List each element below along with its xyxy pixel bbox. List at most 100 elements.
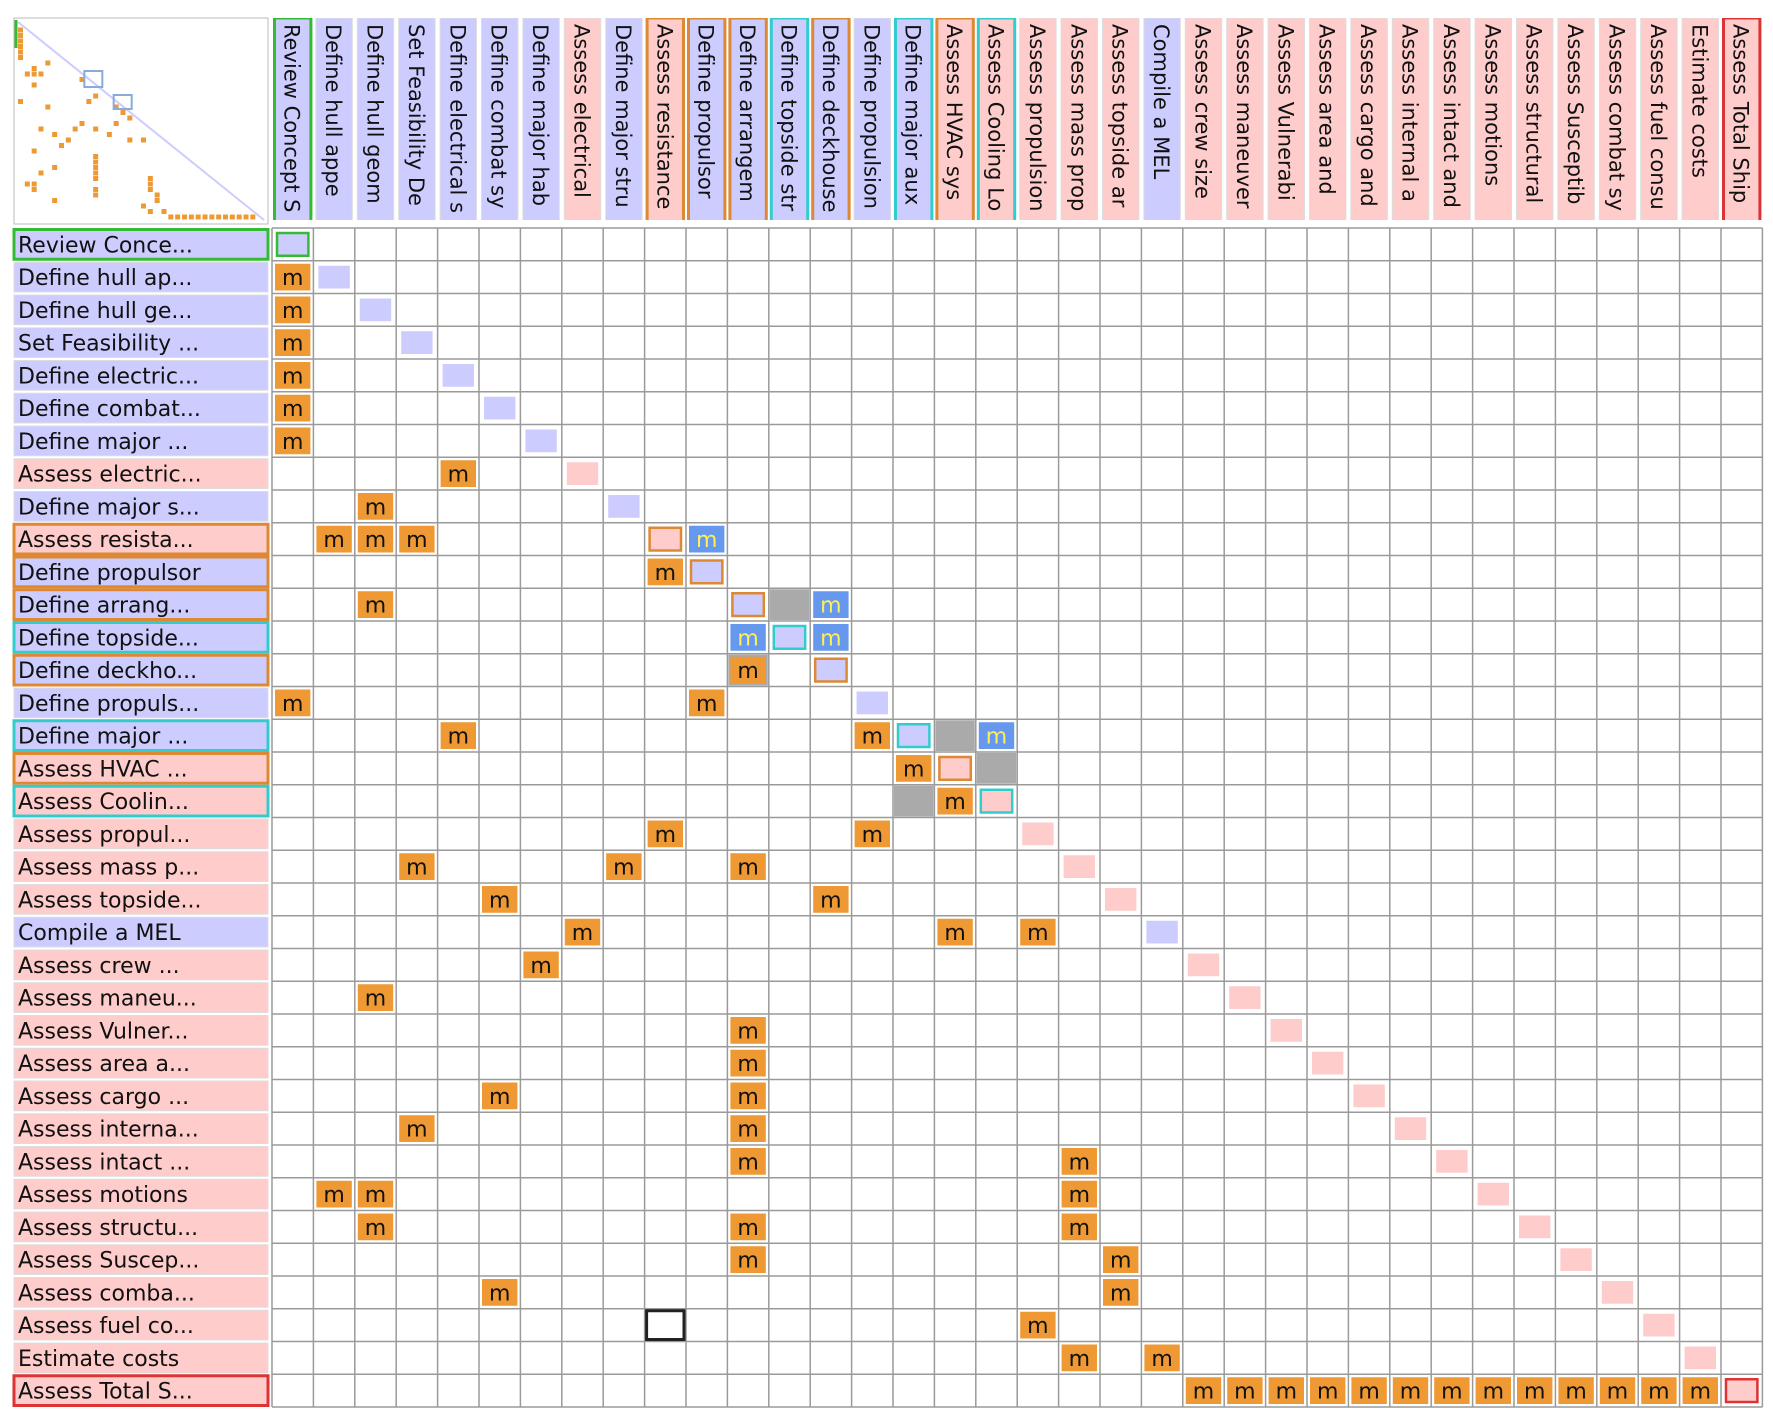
- row-header-6[interactable]: [13, 425, 269, 457]
- row-header-23[interactable]: [13, 982, 269, 1013]
- dependency-mark[interactable]: [564, 918, 601, 946]
- row-header-15[interactable]: [12, 719, 270, 752]
- dependency-mark[interactable]: [937, 918, 973, 946]
- dependency-mark[interactable]: [482, 886, 518, 913]
- row-header-31[interactable]: [13, 1244, 269, 1275]
- row-header-22[interactable]: [13, 949, 269, 981]
- column-header-2[interactable]: [356, 18, 395, 224]
- row-header-8[interactable]: [13, 491, 269, 522]
- dependency-mark[interactable]: [730, 1148, 766, 1175]
- dependency-mark[interactable]: [275, 394, 311, 422]
- column-header-4[interactable]: [439, 18, 478, 224]
- dependency-mark[interactable]: [1144, 1344, 1180, 1372]
- dependency-mark[interactable]: [1061, 1213, 1097, 1241]
- dependency-mark[interactable]: [1185, 1377, 1222, 1404]
- column-header-34[interactable]: [1681, 18, 1719, 224]
- row-header-21[interactable]: [13, 916, 269, 948]
- dependency-mark[interactable]: [275, 296, 311, 324]
- feedback-mark[interactable]: [730, 624, 766, 651]
- feedback-mark[interactable]: [813, 591, 849, 618]
- dependency-mark[interactable]: [523, 951, 559, 979]
- dependency-mark[interactable]: [399, 1115, 435, 1142]
- dependency-mark[interactable]: [1351, 1377, 1387, 1404]
- dependency-mark[interactable]: [357, 493, 394, 520]
- row-header-9[interactable]: [12, 522, 270, 556]
- dependency-mark[interactable]: [399, 525, 435, 553]
- dependency-mark[interactable]: [1061, 1180, 1097, 1208]
- dependency-mark[interactable]: [854, 722, 890, 749]
- column-header-11[interactable]: [728, 18, 768, 224]
- column-header-31[interactable]: [1557, 18, 1595, 224]
- dependency-mark[interactable]: [730, 1082, 766, 1110]
- dependency-mark[interactable]: [440, 460, 476, 487]
- column-header-15[interactable]: [894, 18, 934, 224]
- dependency-mark[interactable]: [1310, 1377, 1346, 1404]
- dependency-mark[interactable]: [1061, 1344, 1097, 1372]
- column-header-19[interactable]: [1060, 18, 1098, 224]
- row-header-7[interactable]: [13, 458, 269, 489]
- column-header-3[interactable]: [398, 18, 436, 224]
- row-header-1[interactable]: [13, 261, 269, 293]
- dependency-mark[interactable]: [689, 689, 725, 717]
- column-header-26[interactable]: [1350, 18, 1388, 224]
- row-header-10[interactable]: [12, 555, 270, 589]
- column-header-10[interactable]: [687, 18, 727, 224]
- dependency-mark[interactable]: [647, 820, 683, 848]
- dependency-mark[interactable]: [440, 722, 476, 749]
- dependency-mark[interactable]: [316, 1180, 352, 1208]
- row-header-35[interactable]: [12, 1374, 270, 1407]
- row-header-32[interactable]: [13, 1277, 269, 1308]
- column-header-22[interactable]: [1184, 18, 1223, 224]
- dependency-mark[interactable]: [1682, 1377, 1718, 1404]
- dependency-mark[interactable]: [399, 853, 435, 880]
- row-header-19[interactable]: [13, 851, 269, 882]
- dependency-mark[interactable]: [730, 656, 766, 684]
- row-header-16[interactable]: [12, 752, 270, 785]
- dependency-mark[interactable]: [275, 689, 311, 717]
- dependency-mark[interactable]: [937, 787, 973, 815]
- row-header-11[interactable]: [12, 588, 270, 621]
- dependency-mark[interactable]: [1434, 1377, 1470, 1404]
- column-header-24[interactable]: [1267, 18, 1305, 224]
- dependency-mark[interactable]: [275, 427, 311, 455]
- feedback-mark[interactable]: [978, 722, 1015, 749]
- row-header-28[interactable]: [13, 1146, 269, 1177]
- dependency-mark[interactable]: [357, 1180, 394, 1208]
- selected-cell-outline[interactable]: [645, 1309, 686, 1341]
- column-header-0[interactable]: [273, 18, 313, 224]
- row-header-33[interactable]: [13, 1309, 269, 1341]
- dependency-mark[interactable]: [275, 329, 311, 356]
- row-header-14[interactable]: [13, 687, 269, 719]
- dependency-mark[interactable]: [730, 1049, 766, 1077]
- row-header-24[interactable]: [13, 1015, 269, 1046]
- dependency-mark[interactable]: [854, 820, 890, 848]
- row-header-30[interactable]: [13, 1211, 269, 1243]
- dependency-mark[interactable]: [275, 263, 311, 291]
- column-header-21[interactable]: [1143, 18, 1181, 224]
- row-header-5[interactable]: [13, 392, 269, 424]
- column-header-25[interactable]: [1309, 18, 1347, 224]
- row-header-4[interactable]: [13, 360, 269, 391]
- dependency-mark[interactable]: [730, 1246, 766, 1273]
- dependency-mark[interactable]: [1061, 1148, 1097, 1175]
- dependency-mark[interactable]: [813, 886, 849, 913]
- column-header-8[interactable]: [605, 18, 643, 224]
- column-header-16[interactable]: [935, 18, 975, 224]
- dependency-mark[interactable]: [606, 853, 642, 880]
- column-header-20[interactable]: [1102, 18, 1140, 224]
- matrix-overview-thumbnail[interactable]: [13, 17, 269, 225]
- row-header-2[interactable]: [13, 294, 269, 326]
- dependency-mark[interactable]: [896, 755, 932, 782]
- column-header-14[interactable]: [853, 18, 891, 224]
- dependency-mark[interactable]: [1227, 1377, 1263, 1404]
- column-header-1[interactable]: [315, 18, 353, 224]
- column-header-18[interactable]: [1019, 18, 1057, 224]
- dependency-mark[interactable]: [1475, 1377, 1511, 1404]
- dependency-mark[interactable]: [316, 525, 352, 553]
- column-header-13[interactable]: [811, 18, 851, 224]
- column-header-29[interactable]: [1474, 18, 1512, 224]
- dependency-mark[interactable]: [730, 853, 766, 880]
- column-header-33[interactable]: [1640, 18, 1678, 224]
- row-header-34[interactable]: [13, 1342, 269, 1374]
- row-header-13[interactable]: [12, 653, 270, 687]
